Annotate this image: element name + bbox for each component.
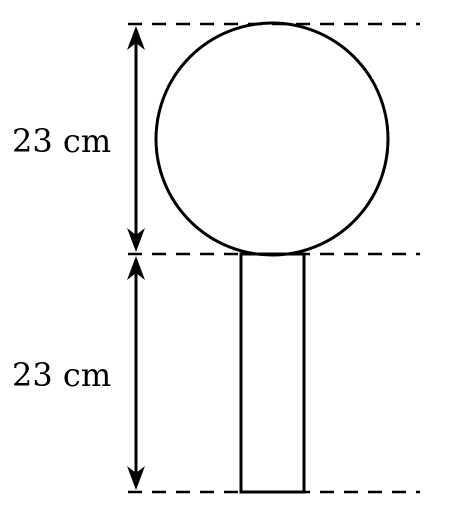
lower-dimension-label: 23 cm [12,356,111,394]
lower-dimension-arrow [127,256,145,490]
sphere-circle [154,21,390,257]
cylinder-rectangle [239,252,306,494]
upper-dimension-arrow [127,26,145,252]
upper-dimension-label: 23 cm [12,122,111,160]
